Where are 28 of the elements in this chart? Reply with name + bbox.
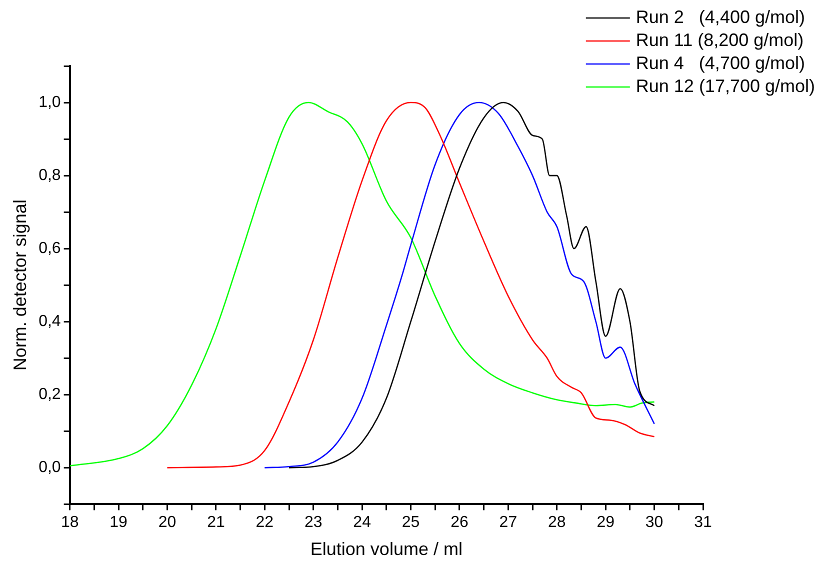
x-axis-title: Elution volume / ml (310, 539, 462, 560)
x-tick-label: 19 (110, 514, 128, 532)
x-tick-label: 25 (402, 514, 420, 532)
x-tick-label: 18 (60, 514, 79, 532)
y-tick-label: 0,6 (38, 240, 61, 257)
x-tick-label: 26 (450, 514, 468, 532)
y-tick-label: 0,0 (38, 459, 61, 476)
legend-label: Run 12 (17,700 g/mol) (636, 76, 816, 96)
y-tick-label: 0,2 (38, 386, 61, 404)
legend-label: Run 4 (4,700 g/mol) (636, 52, 805, 73)
x-tick-label: 21 (207, 514, 225, 532)
x-tick-label: 24 (353, 514, 372, 532)
x-tick-label: 23 (304, 514, 322, 532)
x-tick-label: 30 (645, 514, 664, 532)
legend-label: Run 2 (4,400 g/mol) (636, 6, 805, 27)
y-tick-label: 0,4 (38, 313, 61, 330)
x-tick-label: 29 (596, 514, 615, 532)
x-tick-label: 28 (548, 514, 566, 532)
y-tick-label: 0,8 (38, 166, 61, 184)
line-series (70, 102, 655, 467)
x-tick-label: 22 (256, 514, 274, 532)
y-tick-label: 1,0 (38, 94, 61, 111)
line-series (166, 102, 655, 468)
y-axis-title: Norm. detector signal (10, 200, 30, 371)
x-tick-label: 27 (499, 514, 518, 532)
x-tick-label: 20 (158, 514, 176, 532)
x-tick-label: 31 (694, 514, 712, 532)
legend-label: Run 11 (8,200 g/mol) (636, 30, 804, 50)
